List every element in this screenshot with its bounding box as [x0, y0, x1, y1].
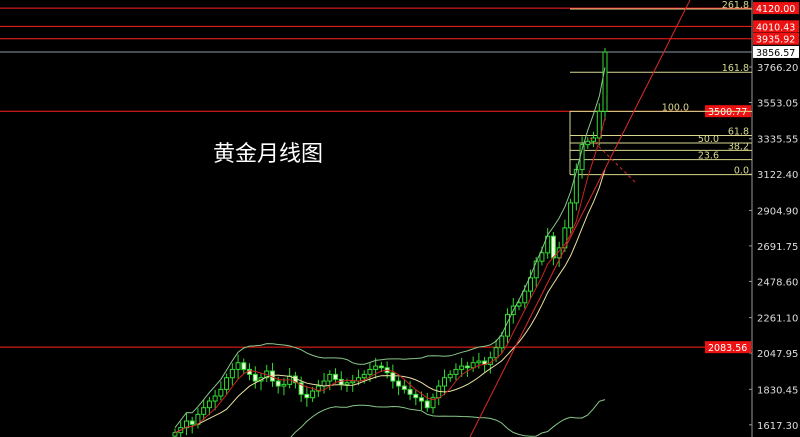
fib-level-label: 0.0 — [734, 166, 749, 177]
price-level-label: 2083.56 — [708, 343, 747, 354]
trend-line — [469, 0, 691, 437]
price-level-label: 4010.43 — [756, 22, 795, 33]
y-tick-label: 3122.40 — [757, 170, 798, 181]
candle — [401, 385, 407, 390]
bollinger-upper — [174, 67, 606, 429]
price-level-tag — [753, 2, 799, 15]
candle — [596, 110, 602, 139]
candle — [499, 335, 505, 349]
candle — [585, 140, 591, 146]
candle — [298, 382, 304, 395]
candle — [390, 372, 396, 382]
y-tick-label: 1830.45 — [757, 385, 798, 396]
y-tick-label: 2478.60 — [757, 277, 798, 288]
candle — [407, 388, 413, 395]
candle — [344, 382, 350, 385]
candle — [493, 347, 499, 359]
candle — [212, 395, 218, 402]
current-price-label: 3856.57 — [756, 48, 795, 59]
trend-line-dashed — [589, 137, 636, 183]
candle — [172, 432, 178, 437]
candle — [430, 397, 436, 409]
chart-title: 黄金月线图 — [213, 142, 324, 167]
y-tick-label: 3553.05 — [757, 98, 798, 109]
candle — [252, 373, 258, 382]
candle — [310, 390, 316, 399]
y-tick-label: 3335.55 — [757, 135, 798, 146]
fib-level-label: 100.0 — [662, 102, 689, 113]
candle — [241, 362, 247, 370]
y-tick-label: 2261.10 — [757, 314, 798, 325]
fib-level-label: 61.8 — [728, 126, 749, 137]
candle — [419, 397, 425, 402]
candle — [315, 385, 321, 392]
candle — [527, 277, 533, 292]
candle — [539, 252, 545, 262]
candle — [304, 393, 310, 399]
moving-average-fast — [174, 117, 606, 434]
candle — [505, 313, 511, 337]
fib-level-label: 50.0 — [698, 134, 719, 145]
candle — [522, 290, 528, 304]
candle — [367, 368, 373, 375]
y-tick-label: 3766.20 — [757, 63, 798, 74]
price-level-tag — [753, 32, 799, 45]
price-level-tag — [705, 341, 751, 354]
candle — [327, 373, 333, 382]
y-tick-label: 1617.30 — [757, 421, 798, 432]
candle — [396, 380, 402, 387]
candle — [573, 169, 579, 204]
fib-level-label: 261.8 — [722, 0, 749, 11]
candle — [189, 420, 195, 425]
candle — [206, 400, 212, 409]
candle — [218, 388, 224, 397]
candle — [361, 373, 367, 379]
price-level-tag — [753, 20, 799, 33]
candle — [533, 260, 539, 279]
candle — [224, 377, 230, 390]
y-tick-label: 2904.90 — [757, 206, 798, 217]
candle — [235, 362, 241, 370]
fib-level-label: 161.8 — [722, 63, 749, 74]
candle — [441, 377, 447, 387]
price-level-label: 3500.77 — [708, 107, 747, 118]
candle — [378, 365, 384, 369]
candle — [229, 368, 235, 379]
candle — [333, 373, 339, 380]
candle — [459, 365, 465, 370]
fib-level-label: 38.2 — [728, 141, 749, 152]
price-level-label: 3935.92 — [756, 35, 795, 46]
y-tick-label: 2047.95 — [757, 349, 798, 360]
candle — [373, 365, 379, 370]
current-price-tag — [753, 45, 799, 58]
y-tick-label: 2691.75 — [757, 242, 798, 253]
candle — [568, 202, 574, 229]
candle — [413, 393, 419, 399]
candle — [476, 360, 482, 364]
bollinger-lower — [290, 399, 606, 437]
fib-level-label: 23.6 — [698, 151, 719, 162]
candle — [350, 380, 356, 384]
candle — [464, 365, 470, 369]
price-level-label: 4120.00 — [756, 4, 795, 15]
candle — [201, 407, 207, 415]
moving-average-slow — [174, 169, 606, 434]
candle — [602, 51, 608, 112]
candle — [453, 368, 459, 375]
candle — [424, 400, 430, 409]
candle — [550, 235, 556, 259]
candle — [281, 383, 287, 387]
candle — [447, 373, 453, 379]
candle — [275, 380, 281, 387]
